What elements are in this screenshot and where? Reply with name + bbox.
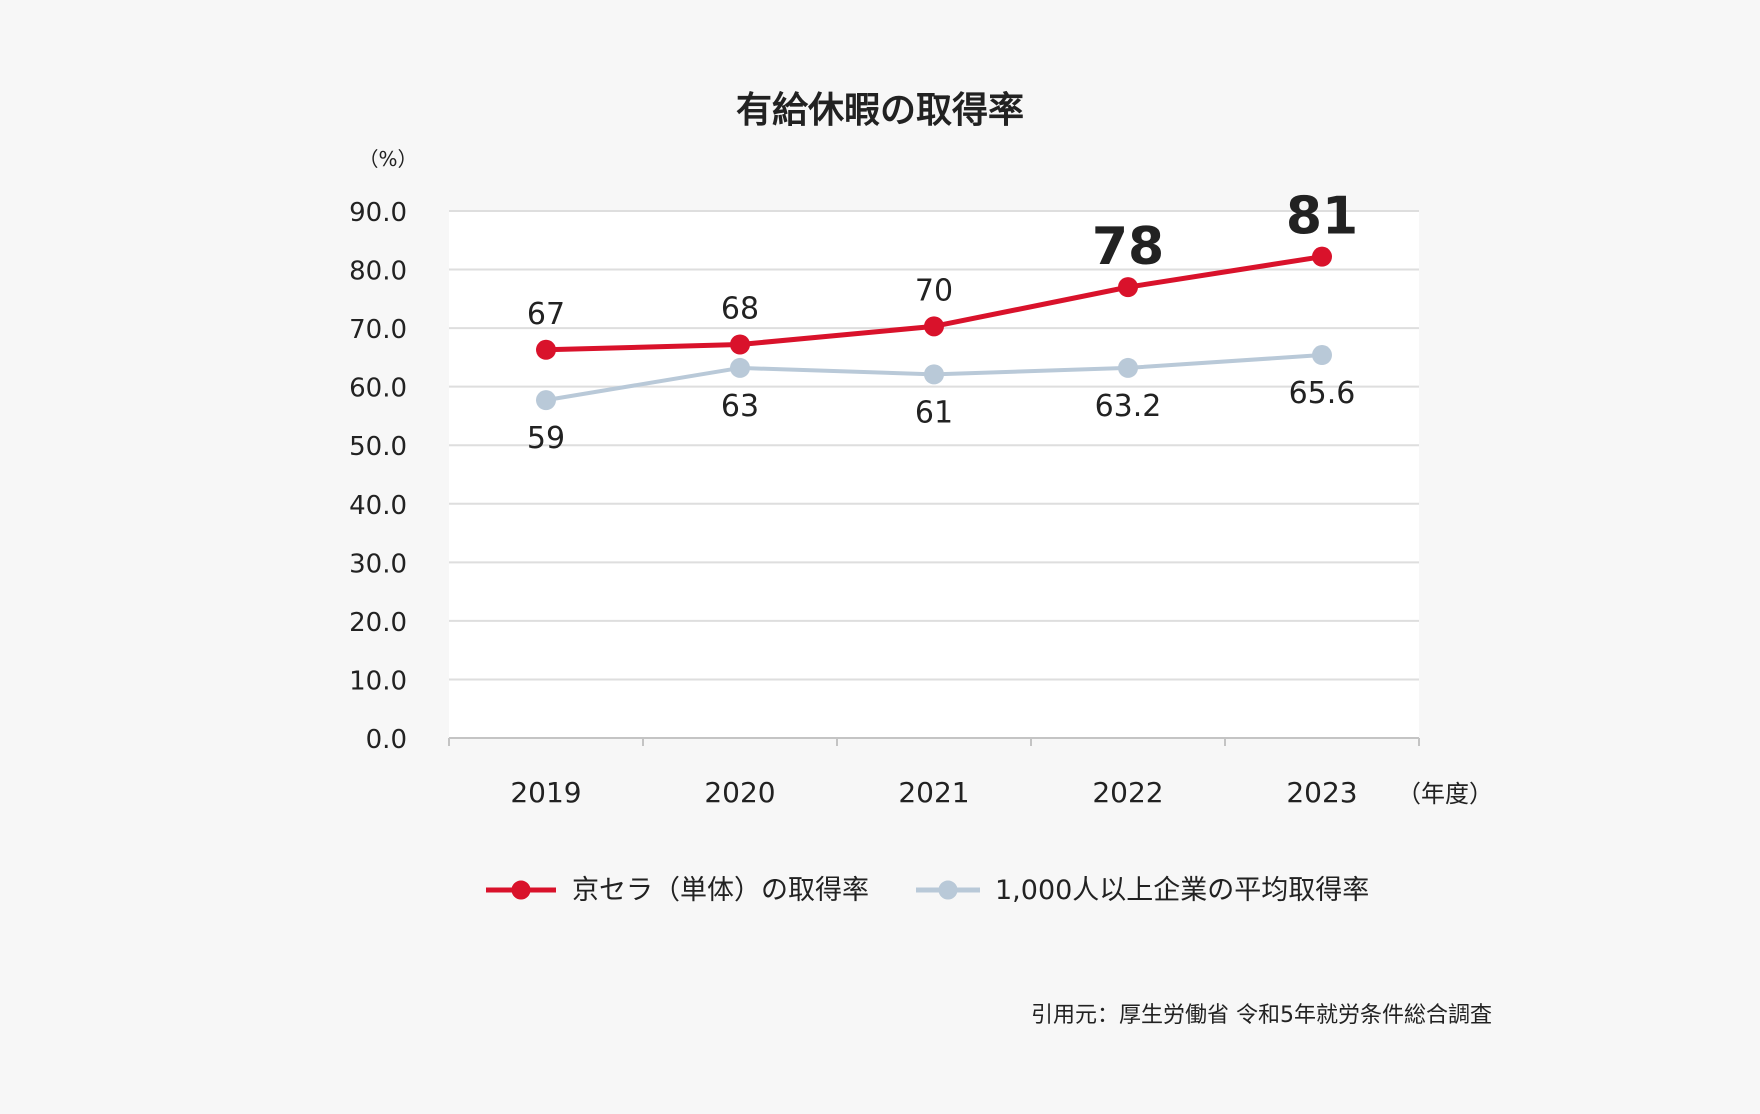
data-point-kyocera — [1312, 246, 1332, 267]
x-tick-label: 2022 — [1092, 776, 1163, 809]
y-tick-label: 30.0 — [349, 549, 407, 579]
y-tick-label: 20.0 — [349, 608, 407, 638]
legend-swatch-kyocera-marker — [511, 880, 531, 900]
data-point-average — [1118, 357, 1138, 378]
data-point-kyocera — [536, 339, 556, 360]
data-label-kyocera: 78 — [1092, 217, 1164, 277]
data-point-kyocera — [1118, 277, 1138, 298]
data-point-kyocera — [730, 334, 750, 355]
data-point-average — [924, 364, 944, 385]
data-point-kyocera — [924, 316, 944, 337]
x-tick-label: 2023 — [1286, 776, 1357, 809]
legend: 京セラ（単体）の取得率 1,000人以上企業の平均取得率 — [486, 875, 1369, 906]
data-label-kyocera: 68 — [721, 292, 759, 327]
legend-swatch-average-marker — [938, 880, 958, 900]
data-label-average: 65.6 — [1289, 376, 1356, 411]
data-label-average: 63 — [721, 389, 759, 424]
legend-label-kyocera: 京セラ（単体）の取得率 — [572, 875, 869, 906]
data-label-kyocera: 81 — [1286, 187, 1358, 247]
data-point-average — [730, 357, 750, 378]
plot-area — [449, 211, 1419, 738]
x-axis-unit: （年度） — [1397, 780, 1493, 808]
data-point-average — [536, 390, 556, 411]
y-tick-label: 90.0 — [349, 198, 407, 228]
x-tick-label: 2019 — [510, 776, 581, 809]
y-axis-unit: （%） — [358, 147, 417, 171]
y-tick-label: 70.0 — [349, 315, 407, 345]
chart-title: 有給休暇の取得率 — [736, 90, 1024, 131]
y-tick-label: 0.0 — [366, 725, 407, 755]
data-label-average: 59 — [527, 421, 565, 456]
data-label-average: 61 — [915, 395, 953, 430]
x-tick-label: 2020 — [704, 776, 775, 809]
y-tick-label: 40.0 — [349, 491, 407, 521]
y-tick-label: 60.0 — [349, 374, 407, 404]
source-note: 引用元：厚生労働省 令和5年就労条件総合調査 — [1031, 1003, 1492, 1028]
data-label-kyocera: 67 — [527, 297, 565, 332]
data-label-kyocera: 70 — [915, 273, 953, 308]
data-point-average — [1312, 345, 1332, 366]
x-tick-label: 2021 — [898, 776, 969, 809]
data-label-average: 63.2 — [1095, 389, 1162, 424]
y-tick-label: 50.0 — [349, 432, 407, 462]
y-tick-label: 80.0 — [349, 257, 407, 287]
legend-label-average: 1,000人以上企業の平均取得率 — [995, 875, 1369, 906]
y-tick-label: 10.0 — [349, 666, 407, 696]
